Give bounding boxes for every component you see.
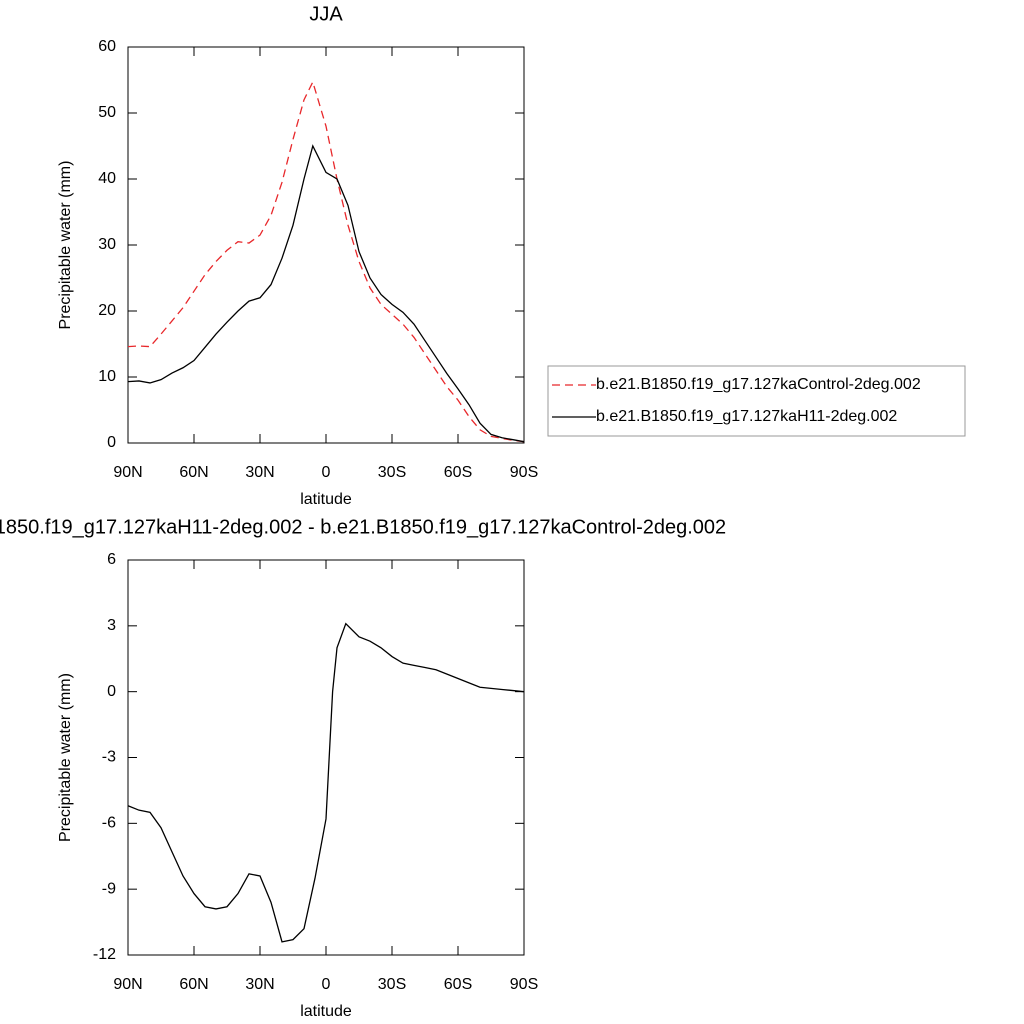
data-line <box>127 144 525 443</box>
y-tick-label: 6 <box>107 551 116 568</box>
x-tick-label: 0 <box>322 976 331 993</box>
y-tick-label: -9 <box>102 880 116 897</box>
x-tick-label: 60S <box>444 976 472 993</box>
x-tick-label: 30N <box>245 464 274 481</box>
chart-title: JJA <box>309 3 343 25</box>
legend-label: b.e21.B1850.f19_g17.127kaH11-2deg.002 <box>596 408 897 425</box>
y-axis-label: Precipitable water (mm) <box>57 673 74 842</box>
y-tick-label: 20 <box>98 302 116 319</box>
x-tick-label: 30N <box>245 976 274 993</box>
y-tick-label: 0 <box>107 434 116 451</box>
x-tick-label: 90S <box>510 976 538 993</box>
x-tick-label: 0 <box>322 464 331 481</box>
x-tick-label: 30S <box>378 976 406 993</box>
legend-label: b.e21.B1850.f19_g17.127kaControl-2deg.00… <box>596 376 921 393</box>
x-tick-label: 90S <box>510 464 538 481</box>
y-tick-label: 30 <box>98 236 116 253</box>
x-tick-label: 30S <box>378 464 406 481</box>
y-tick-label: 60 <box>98 38 116 55</box>
y-tick-label: -6 <box>102 815 116 832</box>
y-tick-label: -12 <box>93 946 116 963</box>
y-tick-label: -3 <box>102 749 116 766</box>
x-tick-label: 60N <box>179 976 208 993</box>
legend-box <box>547 365 966 437</box>
y-tick-label: 50 <box>98 104 116 121</box>
x-axis-label: latitude <box>300 1003 352 1020</box>
data-line <box>127 80 525 443</box>
data-line <box>127 622 525 943</box>
y-tick-label: 0 <box>107 683 116 700</box>
x-tick-label: 90N <box>113 976 142 993</box>
y-tick-label: 40 <box>98 170 116 187</box>
y-tick-label: 3 <box>107 617 116 634</box>
y-tick-label: 10 <box>98 368 116 385</box>
x-tick-label: 60N <box>179 464 208 481</box>
chart-title: b.e21.B1850.f19_g17.127kaH11-2deg.002 - … <box>0 516 726 538</box>
x-axis-label: latitude <box>300 491 352 508</box>
x-tick-label: 90N <box>113 464 142 481</box>
x-tick-label: 60S <box>444 464 472 481</box>
y-axis-label: Precipitable water (mm) <box>57 161 74 330</box>
plot-frame <box>127 559 525 956</box>
plot-frame <box>127 46 525 444</box>
